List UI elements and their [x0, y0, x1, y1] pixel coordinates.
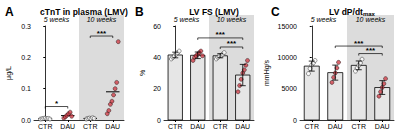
svg-text:15000: 15000 — [278, 23, 298, 30]
svg-text:*: * — [55, 99, 59, 108]
svg-text:10000: 10000 — [278, 54, 298, 61]
svg-text:DAU: DAU — [235, 123, 250, 130]
svg-text:DAU: DAU — [60, 123, 75, 130]
svg-text:10 weeks: 10 weeks — [217, 16, 247, 23]
svg-text:CTR: CTR — [305, 123, 319, 130]
svg-text:CTR: CTR — [168, 123, 182, 130]
svg-text:LV dP/dt: LV dP/dt — [329, 7, 363, 17]
svg-text:LV FS (LMV): LV FS (LMV) — [189, 7, 239, 17]
svg-text:cTnT in plasma (LMV): cTnT in plasma (LMV) — [40, 7, 128, 17]
svg-text:mmHg/s: mmHg/s — [263, 59, 271, 86]
svg-text:0.0: 0.0 — [21, 117, 31, 124]
svg-text:CTR: CTR — [83, 123, 97, 130]
svg-text:60: 60 — [153, 23, 161, 30]
svg-text:CTR: CTR — [352, 123, 366, 130]
svg-text:A: A — [5, 5, 14, 19]
svg-text:***: *** — [354, 39, 364, 48]
svg-text:5000: 5000 — [281, 85, 297, 92]
svg-text:DAU: DAU — [105, 123, 120, 130]
svg-text:20: 20 — [153, 85, 161, 92]
svg-text:CTR: CTR — [38, 123, 52, 130]
svg-text:5 weeks: 5 weeks — [311, 16, 337, 23]
svg-text:***: *** — [227, 39, 237, 48]
svg-text:DAU: DAU — [190, 123, 205, 130]
svg-text:5 weeks: 5 weeks — [174, 16, 200, 23]
svg-text:0.3: 0.3 — [21, 23, 31, 30]
svg-text:10 weeks: 10 weeks — [87, 16, 117, 23]
svg-text:***: *** — [97, 29, 107, 38]
svg-text:10 weeks: 10 weeks — [356, 16, 386, 23]
svg-text:DAU: DAU — [375, 123, 390, 130]
svg-text:***: *** — [366, 46, 376, 55]
svg-text:max: max — [363, 11, 376, 17]
svg-text:0: 0 — [293, 117, 297, 124]
svg-text:DAU: DAU — [328, 123, 343, 130]
svg-text:μg/L: μg/L — [5, 66, 13, 80]
svg-text:B: B — [135, 5, 144, 19]
svg-text:5 weeks: 5 weeks — [44, 16, 70, 23]
svg-text:C: C — [271, 5, 280, 19]
svg-text:%: % — [139, 70, 146, 76]
svg-text:0.2: 0.2 — [21, 54, 31, 61]
svg-text:0.1: 0.1 — [21, 85, 31, 92]
svg-text:***: *** — [216, 30, 226, 39]
svg-text:0: 0 — [157, 117, 161, 124]
svg-text:40: 40 — [153, 54, 161, 61]
svg-text:CTR: CTR — [213, 123, 227, 130]
